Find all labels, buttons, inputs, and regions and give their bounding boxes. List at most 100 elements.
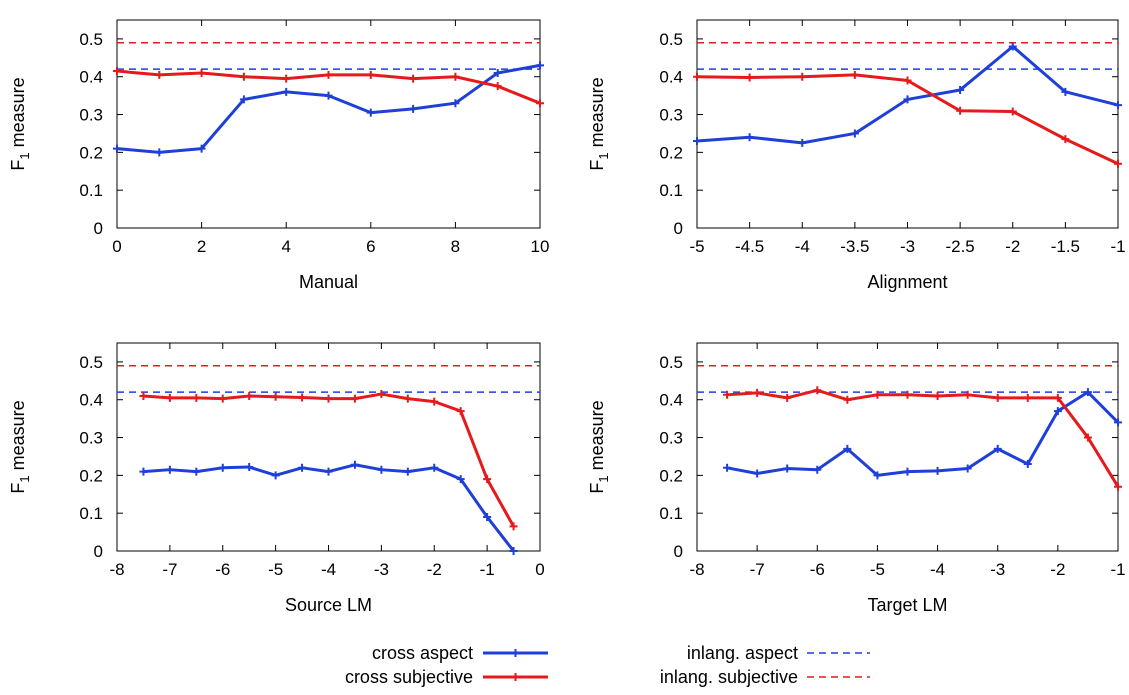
y-axis-title: F1 measure (8, 77, 32, 170)
data-point (451, 72, 460, 81)
data-point (873, 471, 882, 480)
y-tick-label: 0.5 (659, 353, 683, 372)
data-point (843, 395, 852, 404)
data-point (993, 393, 1002, 402)
plot-frame (116, 19, 541, 229)
y-tick-label: 0.4 (659, 391, 683, 410)
data-point (1008, 107, 1017, 116)
data-point (1008, 42, 1017, 51)
y-tick-label: 0.4 (79, 68, 103, 87)
x-tick-label: -4 (930, 560, 945, 579)
data-point (493, 68, 502, 77)
x-tick-label: -8 (109, 560, 124, 579)
data-point (1114, 101, 1122, 110)
legend-label: cross aspect (372, 643, 473, 663)
series-line-cross-aspect (143, 463, 515, 552)
y-tick-label: 0.5 (79, 30, 103, 49)
y-axis-title: F1 measure (8, 400, 32, 493)
data-point (493, 82, 502, 91)
data-point (456, 475, 465, 484)
data-point (483, 475, 492, 484)
data-point (753, 388, 762, 397)
data-point (165, 393, 174, 402)
x-tick-label: -2 (427, 560, 442, 579)
data-point (963, 390, 972, 399)
data-point (271, 471, 280, 480)
data-point (245, 391, 254, 400)
x-tick-label: 0 (112, 237, 121, 256)
y-axis-title: F1 measure (587, 400, 611, 493)
x-tick-label: -4 (795, 237, 810, 256)
data-point (753, 469, 762, 478)
data-point (377, 465, 386, 474)
plot-frame (696, 19, 1119, 229)
data-point (903, 390, 912, 399)
x-tick-label: -5 (689, 237, 704, 256)
x-tick-label: -7 (162, 560, 177, 579)
data-point (282, 87, 291, 96)
x-tick-label: -1.5 (1051, 237, 1080, 256)
data-point (1053, 407, 1062, 416)
y-tick-label: 0.2 (659, 466, 683, 485)
y-axis-title: F1 measure (587, 77, 611, 170)
data-point (298, 393, 307, 402)
data-point (409, 74, 418, 83)
data-point (1023, 393, 1032, 402)
data-point (139, 467, 148, 476)
data-point (218, 394, 227, 403)
data-point (745, 73, 754, 82)
data-point (903, 95, 912, 104)
x-tick-label: -5 (268, 560, 283, 579)
y-tick-label: 0.3 (79, 106, 103, 125)
x-tick-label: -4.5 (735, 237, 764, 256)
data-point (933, 466, 942, 475)
data-point (1061, 135, 1070, 144)
data-point (366, 70, 375, 79)
data-point (403, 394, 412, 403)
x-tick-label: -2 (1050, 560, 1065, 579)
x-tick-label: -6 (810, 560, 825, 579)
x-tick-label: -8 (689, 560, 704, 579)
data-point (1053, 393, 1062, 402)
data-point (298, 463, 307, 472)
data-point (536, 61, 544, 70)
data-point (963, 464, 972, 473)
x-tick-label: -1 (1110, 560, 1125, 579)
series-line-cross-subjective (696, 73, 1119, 166)
y-tick-label: 0.4 (659, 68, 683, 87)
data-point (456, 407, 465, 416)
data-point (324, 70, 333, 79)
data-point (366, 108, 375, 117)
legend-marker (511, 649, 520, 657)
data-point (350, 394, 359, 403)
data-point (1083, 388, 1092, 397)
y-tick-label: 0.4 (79, 391, 103, 410)
y-tick-label: 0 (94, 219, 103, 238)
data-point (239, 95, 248, 104)
data-point (377, 390, 386, 399)
data-point (113, 144, 121, 153)
data-point (192, 393, 201, 402)
plot-frame (116, 342, 541, 552)
x-tick-label: 0 (535, 560, 544, 579)
y-tick-label: 0.2 (79, 466, 103, 485)
x-tick-label: 4 (281, 237, 290, 256)
x-axis-title: Target LM (867, 595, 947, 615)
data-point (239, 72, 248, 81)
chart-panel-3: 0 0.1 0.2 0.3 0.4 0.5 -8 -7 -6 -5 -4 -3 -2 -1 0 Source … (8, 342, 545, 615)
series-line-cross-aspect (696, 44, 1119, 145)
x-tick-label: -3 (900, 237, 915, 256)
x-tick-label: -5 (870, 560, 885, 579)
data-point (197, 144, 206, 153)
data-point (483, 512, 492, 521)
data-point (850, 70, 859, 79)
x-tick-label: 6 (366, 237, 375, 256)
legend-marker (511, 673, 520, 681)
y-tick-label: 0.1 (659, 181, 683, 200)
x-tick-label: 2 (197, 237, 206, 256)
data-point (1114, 159, 1122, 168)
data-point (798, 138, 807, 147)
x-tick-label: -3.5 (840, 237, 869, 256)
x-tick-label: 10 (531, 237, 550, 256)
y-tick-label: 0.3 (659, 429, 683, 448)
